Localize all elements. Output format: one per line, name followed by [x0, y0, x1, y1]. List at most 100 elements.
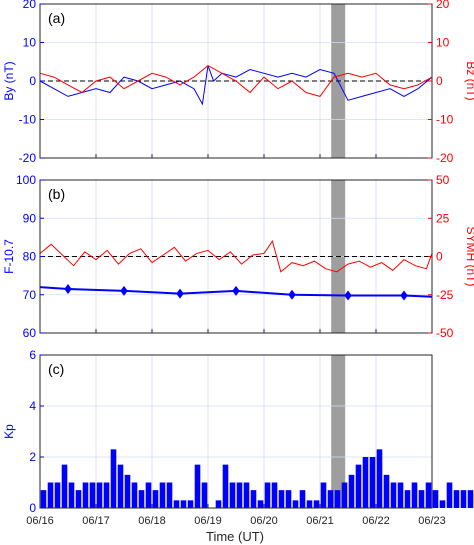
kp-bar [467, 490, 474, 508]
kp-bar [131, 482, 138, 508]
right-tick-label: 0 [436, 74, 443, 88]
kp-bar [61, 464, 68, 508]
x-tick-labels: 06/16 06/17 06/18 06/19 06/20 06/21 06/22 06/23 [26, 515, 446, 527]
kp-bar [187, 500, 194, 508]
x-tick-label: 06/18 [138, 515, 166, 527]
left-tick-label: 4 [29, 399, 36, 413]
left-tick-label: 10 [23, 36, 37, 50]
kp-bar [96, 482, 103, 508]
right-series-line [39, 64, 433, 97]
kp-bar [243, 482, 250, 508]
kp-bar [68, 482, 75, 508]
diamond-marker [120, 285, 128, 296]
kp-bar [425, 482, 432, 508]
left-tick-label: 70 [23, 288, 37, 302]
panel-label: (a) [48, 10, 65, 26]
right-series-line [39, 240, 433, 273]
kp-bar [334, 490, 341, 508]
kp-bar [418, 490, 425, 508]
right-tick-label: 0 [436, 250, 443, 264]
left-tick-label: 20 [23, 0, 37, 11]
kp-bar [250, 490, 257, 508]
kp-bar [390, 482, 397, 508]
kp-bar [369, 457, 376, 508]
kp-bar [138, 490, 145, 508]
right-tick-label: 20 [436, 0, 450, 11]
kp-bar [166, 482, 173, 508]
kp-bar [313, 500, 320, 508]
left-tick-label: 60 [23, 326, 37, 340]
kp-bar [194, 464, 201, 508]
kp-bar [47, 482, 54, 508]
kp-bar [411, 482, 418, 508]
x-axis-label: Time (UT) [206, 529, 264, 544]
left-tick-label: 100 [16, 173, 36, 187]
left-tick-label: 90 [23, 211, 37, 225]
kp-bar [201, 482, 208, 508]
x-tick-label: 06/21 [306, 515, 334, 527]
kp-bar [180, 500, 187, 508]
diamond-marker [344, 290, 352, 301]
kp-bar [215, 500, 222, 508]
diamond-marker [232, 285, 240, 296]
left-tick-label: 0 [29, 74, 36, 88]
kp-bar [327, 490, 334, 508]
kp-bar [117, 464, 124, 508]
diamond-marker [400, 290, 408, 301]
diamond-marker [288, 289, 296, 300]
kp-bar [460, 490, 467, 508]
x-tick-label: 06/20 [250, 515, 278, 527]
kp-bar [348, 474, 355, 508]
kp-bar [278, 490, 285, 508]
kp-bar [82, 482, 89, 508]
kp-bar [257, 500, 264, 508]
plot-frame [39, 354, 433, 509]
kp-bar [110, 449, 117, 508]
right-tick-label: 10 [436, 36, 450, 50]
kp-bar [54, 482, 61, 508]
kp-bar [320, 482, 327, 508]
kp-bar [264, 482, 271, 508]
kp-bar [404, 490, 411, 508]
left-axis-label: By (nT) [2, 61, 16, 100]
kp-bar [271, 482, 278, 508]
right-tick-label: -25 [436, 288, 454, 302]
kp-bar [173, 500, 180, 508]
kp-bar [103, 482, 110, 508]
x-tick-label: 06/23 [418, 515, 446, 527]
left-tick-label: 0 [29, 501, 36, 515]
kp-bar [222, 464, 229, 508]
kp-bar [152, 490, 159, 508]
left-tick-label: 2 [29, 450, 36, 464]
right-tick-label: -10 [436, 113, 454, 127]
left-tick-label: -10 [19, 113, 37, 127]
kp-bar [383, 474, 390, 508]
panel-a: -20 -10 0 10 20 By (nT) -20 -10 0 10 20 Bz (nT) (a) [2, 0, 474, 165]
kp-bar [75, 490, 82, 508]
panel-label: (b) [48, 186, 65, 202]
right-tick-label: 50 [436, 173, 450, 187]
x-tick-label: 06/22 [362, 515, 390, 527]
left-axis-label: Kp [2, 424, 16, 439]
kp-bar [432, 490, 439, 508]
kp-bar [285, 490, 292, 508]
panel-c: 0 2 4 6 Kp (c) [2, 348, 474, 515]
panel-b: 60 70 80 90 100 F-10.7 -50 -25 0 25 50 SYMH (nT) (b) [2, 173, 474, 340]
kp-bar [40, 490, 47, 508]
kp-bar [439, 500, 446, 508]
kp-bar [362, 457, 369, 508]
panel-label: (c) [48, 361, 64, 377]
kp-bar [453, 490, 460, 508]
kp-bar [89, 482, 96, 508]
kp-bar [376, 449, 383, 508]
kp-bar [341, 482, 348, 508]
kp-bar [446, 482, 453, 508]
right-tick-label: -50 [436, 326, 454, 340]
kp-bar [229, 482, 236, 508]
diamond-marker [176, 288, 184, 299]
kp-bar [306, 500, 313, 508]
right-tick-label: 25 [436, 211, 450, 225]
kp-bar [159, 482, 166, 508]
left-tick-label: 6 [29, 348, 36, 362]
